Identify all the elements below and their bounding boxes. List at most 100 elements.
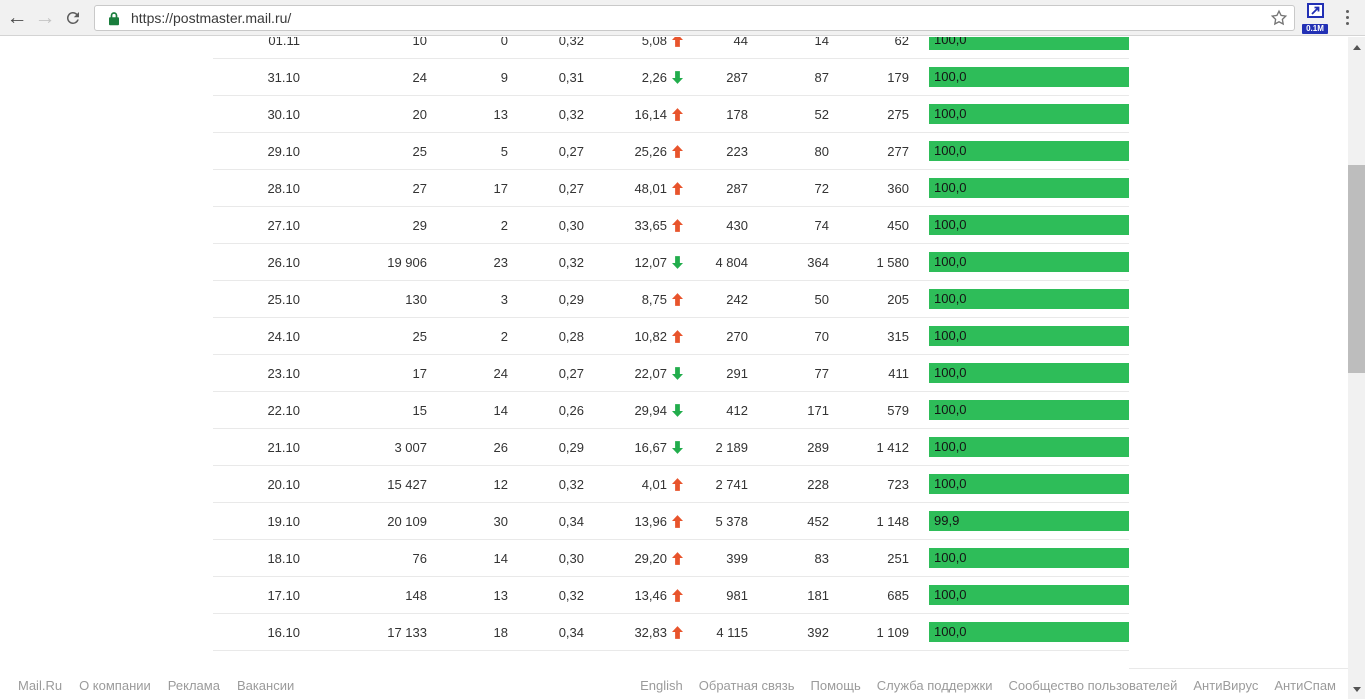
row-value-3: 0,29 (558, 439, 584, 455)
row-value-2: 2 (500, 328, 508, 344)
https-lock-icon[interactable] (108, 11, 120, 31)
table-row[interactable]: 30.10 20 13 0,32 16,14 178 52 275 100,0 (213, 96, 1129, 133)
row-bar-cell: 100,0 (929, 585, 1129, 605)
footer-link[interactable]: Вакансии (236, 678, 295, 693)
row-value-2: 5 (500, 143, 508, 159)
table-row[interactable]: 29.10 25 5 0,27 25,26 223 80 277 100,0 (213, 133, 1129, 170)
row-value-1: 24 (412, 69, 427, 85)
footer-link[interactable]: О компании (79, 678, 151, 693)
delivery-rate-bar: 100,0 (929, 252, 1129, 272)
row-value-6: 277 (887, 143, 909, 159)
row-value-1: 25 (412, 328, 427, 344)
footer-link[interactable]: Помощь (810, 678, 861, 693)
table-row[interactable]: 24.10 25 2 0,28 10,82 270 70 315 100,0 (213, 318, 1129, 355)
row-bar-cell: 100,0 (929, 289, 1129, 309)
delivery-rate-bar: 100,0 (929, 215, 1129, 235)
row-value-6: 1 412 (876, 439, 909, 455)
row-date: 27.10 (267, 217, 300, 233)
table-row[interactable]: 19.10 20 109 30 0,34 13,96 5 378 452 1 148 99,9 (213, 503, 1129, 540)
row-date: 18.10 (267, 550, 300, 566)
table-row[interactable]: 26.10 19 906 23 0,32 12,07 4 804 364 1 580 100,0 (213, 244, 1129, 281)
row-value-1: 3 007 (394, 439, 427, 455)
row-value-6: 275 (887, 106, 909, 122)
row-value-3: 0,32 (558, 254, 584, 270)
table-row[interactable]: 22.10 15 14 0,26 29,94 412 171 579 100,0 (213, 392, 1129, 429)
row-value-2: 18 (493, 624, 508, 640)
footer-link[interactable]: English (640, 678, 683, 693)
row-value-4: 4 804 (715, 254, 748, 270)
row-bar-cell: 100,0 (929, 548, 1129, 568)
row-date: 24.10 (267, 328, 300, 344)
table-row[interactable]: 20.10 15 427 12 0,32 4,01 2 741 228 723 100,0 (213, 466, 1129, 503)
address-bar[interactable]: https://postmaster.mail.ru/ (94, 5, 1295, 31)
reload-button[interactable] (59, 0, 87, 35)
row-value-2: 12 (493, 476, 508, 492)
footer-link[interactable]: Обратная связь (698, 678, 795, 693)
table-row[interactable]: 31.10 24 9 0,31 2,26 287 87 179 100,0 (213, 59, 1129, 96)
table-row[interactable]: 17.10 148 13 0,32 13,46 981 181 685 100,0 (213, 577, 1129, 614)
row-date: 20.10 (267, 476, 300, 492)
row-date: 01.11 (268, 37, 300, 48)
footer-link[interactable]: Mail.Ru (18, 678, 63, 693)
table-row[interactable]: 01.11 10 0 0,32 5,08 44 14 62 100,0 (213, 37, 1129, 59)
row-date: 21.10 (267, 439, 300, 455)
row-value-6: 1 148 (876, 513, 909, 529)
footer-link[interactable]: Служба поддержки (876, 678, 993, 693)
row-value-3: 0,27 (558, 180, 584, 196)
forward-button[interactable]: → (34, 5, 56, 29)
table-row[interactable]: 27.10 29 2 0,30 33,65 430 74 450 100,0 (213, 207, 1129, 244)
row-delta-value: 8,75 (641, 291, 667, 307)
menu-dot (1345, 16, 1349, 19)
vertical-scrollbar[interactable] (1348, 37, 1365, 699)
table-body: 01.11 10 0 0,32 5,08 44 14 62 100,0 31.10 24 9 0,31 2… (213, 37, 1129, 651)
row-value-1: 17 133 (387, 624, 427, 640)
back-button[interactable]: ← (6, 5, 28, 29)
menu-dot (1345, 22, 1349, 25)
delivery-rate-bar: 100,0 (929, 363, 1129, 383)
row-date: 30.10 (267, 106, 300, 122)
trend-up-arrow-icon (667, 181, 683, 195)
footer-link[interactable]: АнтиВирус (1193, 678, 1259, 693)
table-row[interactable]: 25.10 130 3 0,29 8,75 242 50 205 100,0 (213, 281, 1129, 318)
row-bar-cell: 100,0 (929, 141, 1129, 161)
url-text[interactable]: https://postmaster.mail.ru/ (131, 10, 292, 26)
row-value-3: 0,30 (558, 217, 584, 233)
footer-link[interactable]: АнтиСпам (1274, 678, 1336, 693)
row-value-2: 14 (493, 550, 508, 566)
scrollbar-thumb[interactable] (1348, 165, 1365, 373)
footer-link[interactable]: Реклама (167, 678, 220, 693)
row-value-1: 17 (412, 365, 427, 381)
row-date: 23.10 (267, 365, 300, 381)
table-row[interactable]: 18.10 76 14 0,30 29,20 399 83 251 100,0 (213, 540, 1129, 577)
table-row[interactable]: 23.10 17 24 0,27 22,07 291 77 411 100,0 (213, 355, 1129, 392)
row-value-1: 10 (412, 37, 427, 48)
extension-button[interactable]: 0.1M (1302, 3, 1328, 34)
trend-down-arrow-icon (667, 70, 683, 84)
row-value-1: 29 (412, 217, 427, 233)
scrollbar-down-button[interactable] (1348, 681, 1365, 697)
table-row[interactable]: 28.10 27 17 0,27 48,01 287 72 360 100,0 (213, 170, 1129, 207)
row-value-3: 0,34 (558, 513, 584, 529)
row-value-5: 228 (807, 476, 829, 492)
row-delta-value: 13,96 (634, 513, 667, 529)
row-delta-value: 12,07 (634, 254, 667, 270)
row-value-2: 13 (493, 106, 508, 122)
row-value-3: 0,27 (558, 143, 584, 159)
trend-up-arrow-icon (667, 588, 683, 602)
bookmark-star-icon[interactable] (1269, 8, 1289, 33)
trend-up-arrow-icon (667, 37, 683, 47)
delivery-rate-bar: 100,0 (929, 326, 1129, 346)
row-value-4: 2 741 (715, 476, 748, 492)
footer-link[interactable]: Сообщество пользователей (1008, 678, 1178, 693)
browser-toolbar: ← → https://postmaster.mail.ru/ 0.1M (0, 0, 1365, 36)
row-value-5: 77 (814, 365, 829, 381)
row-value-2: 13 (493, 587, 508, 603)
row-bar-cell: 100,0 (929, 622, 1129, 642)
delivery-rate-bar: 100,0 (929, 141, 1129, 161)
table-row[interactable]: 16.10 17 133 18 0,34 32,83 4 115 392 1 109 100,0 (213, 614, 1129, 651)
browser-menu-button[interactable] (1336, 0, 1358, 35)
row-bar-cell: 100,0 (929, 252, 1129, 272)
table-row[interactable]: 21.10 3 007 26 0,29 16,67 2 189 289 1 412 100,0 (213, 429, 1129, 466)
row-value-6: 411 (888, 365, 909, 381)
scrollbar-up-button[interactable] (1348, 39, 1365, 55)
